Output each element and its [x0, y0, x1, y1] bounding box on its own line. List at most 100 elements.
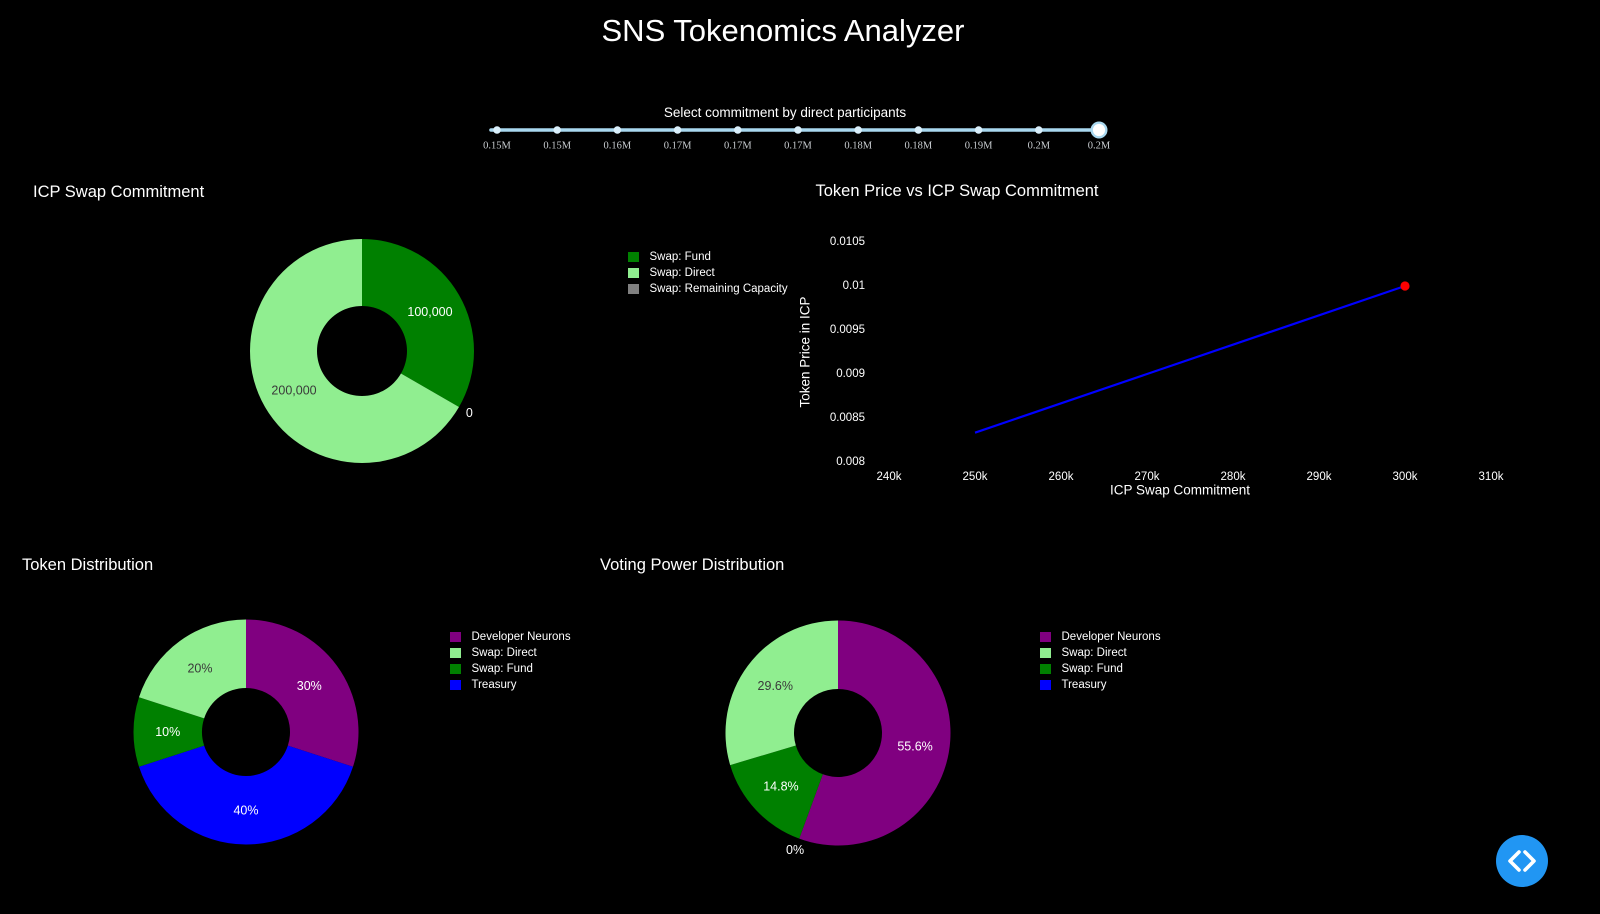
x-tick-label: 290k	[1307, 471, 1332, 483]
slider-tick-label: 0.18M	[844, 141, 872, 152]
legend-label: Treasury	[1061, 679, 1107, 691]
y-tick-label: 0.0095	[830, 324, 865, 336]
slider-handle[interactable]	[1090, 121, 1108, 139]
pie-label-treasury: 0%	[786, 843, 804, 857]
y-tick-label: 0.0105	[830, 236, 865, 248]
slider-step-8[interactable]	[974, 126, 983, 134]
legend-item-swap-fund[interactable]: Swap: Fund	[450, 661, 571, 677]
legend-label: Swap: Direct	[471, 647, 537, 659]
legend-label: Swap: Direct	[1061, 647, 1127, 659]
legend-item-swap-remaining-capacity[interactable]: Swap: Remaining Capacity	[628, 281, 788, 297]
pie-slice-swap-direct[interactable]	[725, 620, 839, 766]
legend-item-swap-fund[interactable]: Swap: Fund	[1040, 661, 1161, 677]
slider-tick-label: 0.2M	[1028, 141, 1051, 152]
legend-swatch-developer-neurons	[450, 631, 461, 643]
legend-swatch-treasury	[450, 679, 461, 691]
slider-step-4[interactable]	[734, 126, 742, 134]
legend-item-developer-neurons[interactable]: Developer Neurons	[1040, 629, 1161, 645]
pie-label-treasury: 40%	[233, 803, 258, 817]
slider-step-1[interactable]	[553, 126, 561, 134]
pie-label-swap-fund: 14.8%	[763, 780, 798, 794]
pie-slice-swap-fund[interactable]	[730, 745, 823, 839]
legend-label: Developer Neurons	[471, 631, 571, 643]
legend-item-swap-direct[interactable]: Swap: Direct	[450, 645, 571, 661]
legend-swatch-treasury	[1040, 679, 1051, 691]
pie-label-swap-direct: 200,000	[271, 383, 316, 397]
slider-tick-label: 0.17M	[784, 141, 812, 152]
legend-label: Swap: Fund	[649, 251, 711, 263]
pie-label-developer-neurons: 55.6%	[897, 740, 932, 754]
x-tick-label: 260k	[1049, 471, 1074, 483]
legend-item-developer-neurons[interactable]: Developer Neurons	[450, 629, 571, 645]
line-chart-token-price: 0.008 0.0085 0.009 0.0095 0.01 0.0105 240k 250k…	[798, 236, 1504, 498]
legend-item-swap-fund[interactable]: Swap: Fund	[628, 249, 788, 265]
legend-swatch-swap-fund	[450, 663, 461, 675]
pie-label-swap-fund: 10%	[155, 725, 180, 739]
slider-step-6[interactable]	[854, 126, 862, 134]
slider-step-7[interactable]	[914, 126, 923, 134]
pie-slice-treasury[interactable]	[139, 745, 353, 845]
slider-step-2[interactable]	[613, 126, 622, 134]
legend-swatch-swap-fund	[1040, 663, 1051, 675]
y-tick-label: 0.008	[836, 456, 865, 468]
legend-voting-power: Developer Neurons Swap: Direct Swap: Fund T…	[1040, 629, 1161, 693]
pie-slice-developer-neurons[interactable]	[246, 619, 359, 767]
x-tick-label: 280k	[1221, 471, 1246, 483]
pie-label-swap-direct: 20%	[187, 662, 212, 676]
donut-chart-token-distribution: 30% 40% 10% 20%	[133, 619, 359, 845]
pie-label-swap-remaining-capacity: 0	[466, 406, 473, 420]
x-tick-label: 250k	[963, 471, 988, 483]
slider-tick-label: 0.16M	[604, 141, 632, 152]
slider-tick-label: 0.2M	[1088, 141, 1111, 152]
legend-token-distribution: Developer Neurons Swap: Direct Swap: Fund T…	[450, 629, 571, 693]
x-tick-label: 300k	[1393, 471, 1418, 483]
legend-swatch-swap-direct	[628, 267, 639, 279]
legend-label: Swap: Direct	[649, 267, 715, 279]
chart-title-voting-power: Voting Power Distribution	[600, 556, 785, 574]
legend-item-swap-direct[interactable]: Swap: Direct	[628, 265, 788, 281]
legend-item-swap-direct[interactable]: Swap: Direct	[1040, 645, 1161, 661]
donut-chart-icp-swap-commitment: 100,000 0 200,000	[250, 239, 474, 463]
chart-title-token-distribution: Token Distribution	[22, 556, 154, 574]
slider-label: Select commitment by direct participants	[663, 105, 907, 120]
legend-swatch-developer-neurons	[1040, 631, 1051, 643]
page-title: SNS Tokenomics Analyzer	[601, 13, 965, 48]
legend-label: Swap: Fund	[471, 663, 533, 675]
code-icon	[1508, 850, 1536, 872]
y-tick-label: 0.009	[836, 368, 865, 380]
slider-tick-label: 0.17M	[664, 141, 692, 152]
chart-title-token-price: Token Price vs ICP Swap Commitment	[815, 182, 1099, 200]
commitment-slider[interactable]: 0.15M 0.15M 0.16M 0.17M 0.17M 0.17M 0.18M 0.18M…	[455, 110, 1145, 165]
pie-slice-swap-direct[interactable]	[139, 619, 246, 719]
pie-label-swap-direct: 29.6%	[758, 679, 793, 693]
pie-label-swap-fund: 100,000	[407, 305, 452, 319]
legend-item-treasury[interactable]: Treasury	[450, 677, 571, 693]
slider-tick-label: 0.15M	[483, 141, 511, 152]
slider-step-9[interactable]	[1035, 126, 1043, 134]
pie-label-developer-neurons: 30%	[297, 679, 322, 693]
pie-slice-developer-neurons[interactable]	[799, 620, 951, 846]
pie-slice-swap-fund[interactable]	[133, 697, 205, 767]
legend-label: Treasury	[471, 679, 517, 691]
slider-tick-label: 0.18M	[905, 141, 933, 152]
y-tick-label: 0.0085	[830, 412, 865, 424]
slider-tick-label: 0.19M	[965, 141, 993, 152]
x-axis-title: ICP Swap Commitment	[1110, 483, 1250, 498]
x-tick-label: 310k	[1479, 471, 1504, 483]
pie-slice-swap-fund[interactable]	[362, 239, 474, 407]
chart-title-icp-swap-commitment: ICP Swap Commitment	[33, 183, 205, 201]
code-fab-button[interactable]	[1496, 835, 1548, 887]
slider-tick-label: 0.15M	[543, 141, 571, 152]
legend-swatch-swap-remaining-capacity	[628, 283, 639, 295]
pie-slice-swap-direct[interactable]	[250, 239, 459, 463]
legend-swatch-swap-direct	[450, 647, 461, 659]
slider-step-3[interactable]	[673, 126, 682, 134]
legend-label: Swap: Fund	[1061, 663, 1123, 675]
legend-swatch-swap-direct	[1040, 647, 1051, 659]
current-point-marker	[1400, 281, 1410, 291]
x-tick-label: 270k	[1135, 471, 1160, 483]
slider-step-5[interactable]	[794, 126, 802, 134]
slider-step-0[interactable]	[493, 126, 501, 134]
legend-item-treasury[interactable]: Treasury	[1040, 677, 1161, 693]
x-tick-label: 240k	[877, 471, 902, 483]
